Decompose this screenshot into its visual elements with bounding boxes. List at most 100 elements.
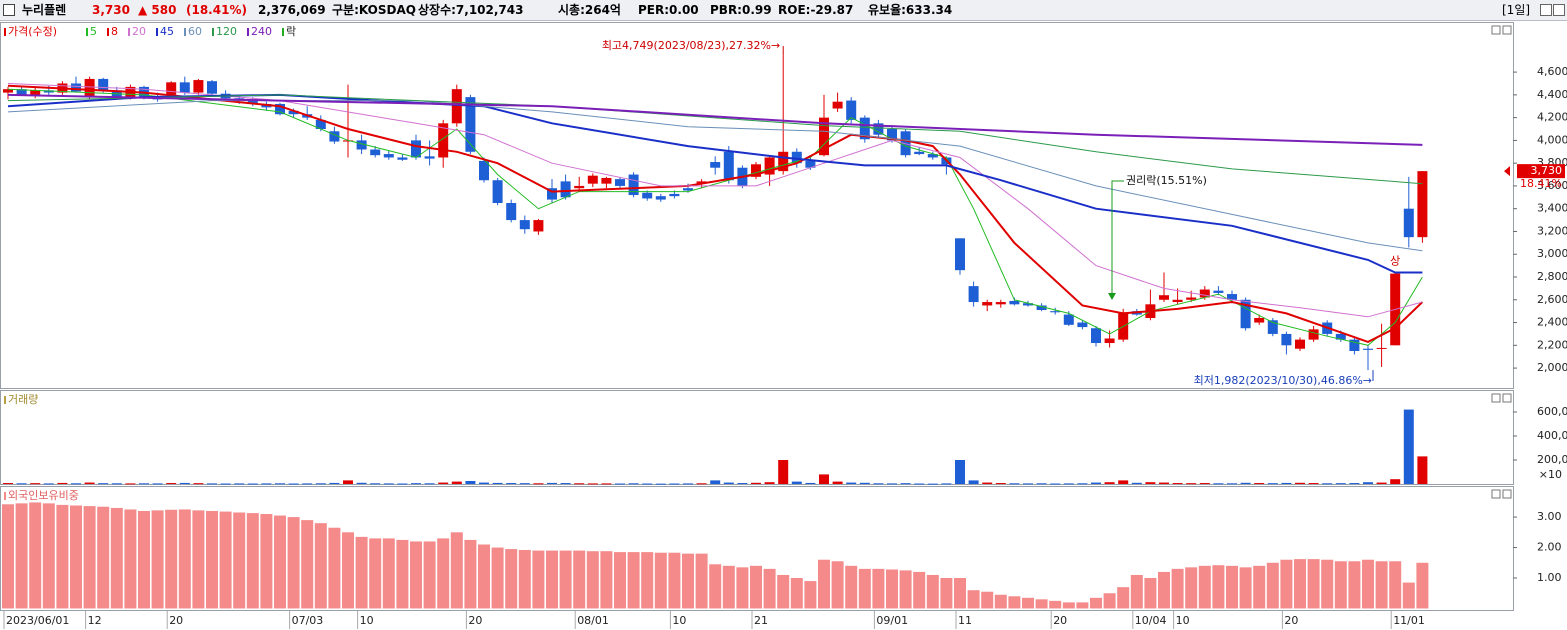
- legend-swatch: [156, 28, 158, 36]
- candle-body: [683, 188, 693, 191]
- volume-bar: [383, 483, 394, 485]
- period[interactable]: [1일]: [1502, 3, 1531, 17]
- volume-bar: [152, 483, 163, 485]
- candle-body: [1213, 290, 1224, 293]
- legend-swatch: [86, 28, 88, 36]
- candle-body: [1063, 314, 1074, 325]
- legend-item: 120: [216, 25, 237, 38]
- volume-bar: [683, 483, 693, 485]
- volume-bar: [179, 482, 190, 484]
- volume-bar: [1349, 483, 1360, 485]
- volume-bar: [207, 483, 217, 485]
- volume-bar: [234, 483, 245, 485]
- volume-bar: [846, 482, 857, 484]
- price-tag-label: 3,730: [1531, 164, 1563, 177]
- legend-item: 8: [111, 25, 118, 38]
- ownership-bar: [682, 553, 694, 609]
- ownership-bar: [219, 511, 232, 609]
- volume-bar: [356, 482, 367, 484]
- ownership-bar: [1117, 587, 1130, 609]
- ownership-bar: [954, 578, 966, 609]
- market-cap: 시총:264억: [558, 3, 621, 17]
- candle-body: [506, 203, 517, 221]
- volume-bar: [587, 483, 598, 485]
- ownership-bar: [1334, 561, 1347, 609]
- ownership-bar: [301, 520, 314, 609]
- ownership-bar: [56, 504, 69, 609]
- y-tick-label: 3.00: [1537, 510, 1562, 523]
- legend-swatch: [128, 28, 130, 36]
- candle-body: [1050, 311, 1061, 313]
- ownership-bar: [994, 594, 1007, 609]
- ownership-bar: [1076, 602, 1089, 609]
- ownership-bar: [83, 506, 96, 609]
- candle-body: [914, 151, 925, 155]
- panel: [0, 390, 1514, 485]
- ownership-bar: [1198, 565, 1211, 609]
- candle-body: [179, 82, 190, 93]
- volume-bar: [1050, 483, 1061, 485]
- volume-bar: [615, 483, 625, 485]
- ownership-bar: [15, 503, 28, 609]
- volume-bar: [193, 483, 204, 485]
- ownership-bar: [1266, 562, 1279, 609]
- volume-bar: [1104, 482, 1115, 484]
- ownership-bar: [491, 547, 504, 609]
- y-tick-label: 2,800: [1537, 270, 1567, 283]
- checkbox[interactable]: [3, 4, 15, 16]
- volume-bar: [1213, 483, 1224, 485]
- volume-bar: [275, 483, 285, 485]
- legend-item: 락: [286, 25, 296, 38]
- ownership-bar: [410, 541, 422, 609]
- candle-body: [832, 101, 843, 109]
- annotation: 최고4,749(2023/08/23),27.32%→: [602, 39, 780, 52]
- volume-bar: [696, 483, 707, 485]
- change-pct: (18.41%): [186, 3, 247, 17]
- ownership-bar: [981, 591, 994, 609]
- panel-button: [1502, 25, 1512, 35]
- volume-bar: [1308, 483, 1319, 485]
- ownership-bar: [2, 504, 14, 609]
- candle-body: [275, 103, 285, 115]
- ownership-bar: [42, 503, 55, 609]
- volume-bar: [941, 483, 952, 485]
- legend-item: 240: [251, 25, 272, 38]
- legend-title: 가격(수정): [8, 25, 57, 38]
- ownership-bar: [940, 578, 953, 609]
- x-tick-label: 20: [468, 614, 482, 627]
- change: ▲ 580: [138, 3, 177, 17]
- annotation-arrow: [1111, 180, 1124, 298]
- moving-average: [7, 93, 1423, 274]
- ownership-bar: [450, 532, 463, 609]
- volume-bar: [247, 483, 258, 485]
- volume-bar: [995, 483, 1006, 485]
- candle-body: [247, 99, 258, 104]
- volume-bar: [16, 483, 27, 485]
- candle-body: [1172, 299, 1183, 303]
- candle-body: [1254, 317, 1265, 323]
- ownership-bar: [396, 539, 409, 609]
- header-bar: 누리플렌 3,730 ▲ 580 (18.41%) 2,376,069 구분:K…: [0, 0, 1567, 21]
- y-tick-label: 3,400: [1537, 202, 1567, 215]
- candle-body: [846, 100, 857, 120]
- candle-body: [723, 151, 734, 181]
- volume-bar: [288, 483, 299, 485]
- candle-body: [43, 90, 54, 93]
- volume-bar: [832, 481, 843, 484]
- candle-body: [1363, 348, 1373, 350]
- ownership-bar: [29, 502, 42, 609]
- volume-bar: [329, 482, 340, 484]
- volume-bar: [1403, 409, 1414, 484]
- ownership-bar: [1226, 565, 1238, 609]
- volume-bar: [1390, 479, 1401, 484]
- y-tick-label: 2,200: [1537, 338, 1567, 351]
- volume-bar: [57, 482, 68, 484]
- close-button[interactable]: [1553, 4, 1565, 16]
- candle-body: [900, 131, 911, 156]
- ownership-bar: [790, 578, 803, 609]
- volume-bar: [424, 483, 435, 485]
- legend-swatch: [184, 28, 186, 36]
- price-tag-pct: 18.41%: [1520, 177, 1562, 190]
- market: 구분:KOSDAQ: [332, 3, 416, 17]
- window-button[interactable]: [1540, 4, 1552, 16]
